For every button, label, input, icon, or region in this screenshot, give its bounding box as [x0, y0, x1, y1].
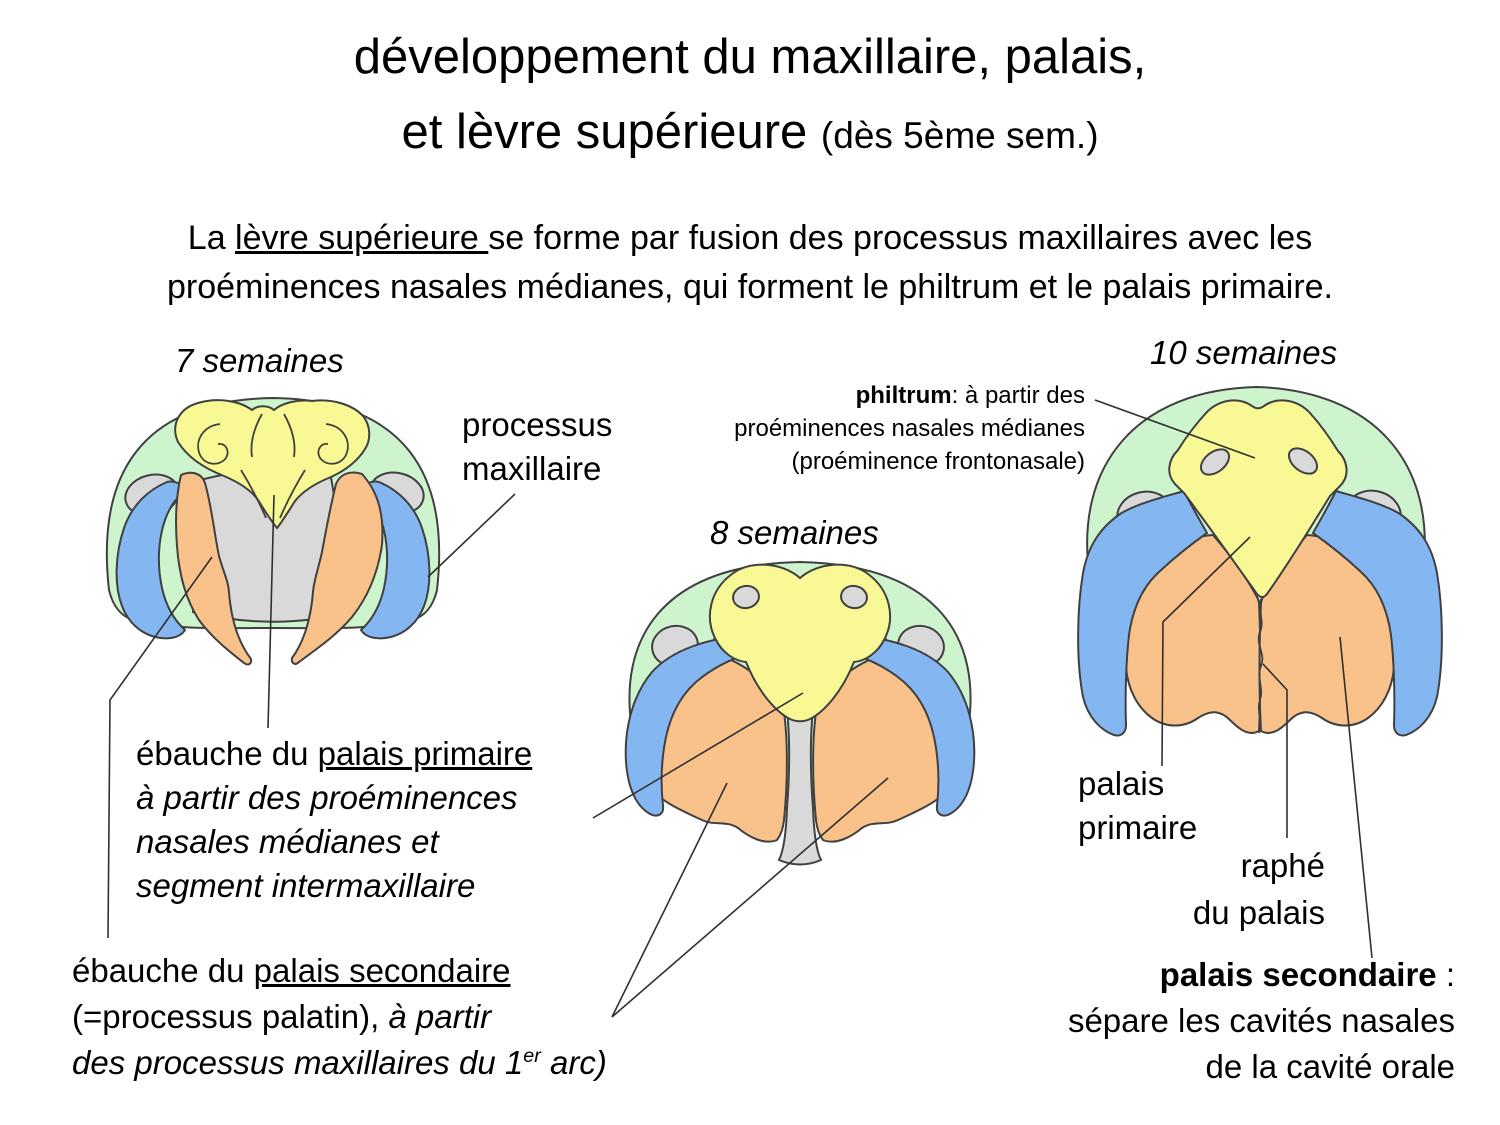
palatine-shelf-left-shape — [175, 471, 253, 666]
label-philtrum-l2: proéminences nasales médianes — [734, 415, 1085, 442]
prominence-crease-detail — [283, 413, 296, 458]
leader-palais-secondaire-10w — [1339, 636, 1373, 959]
stage-label-10-weeks: 10 semaines — [1150, 334, 1338, 371]
diagram-10-weeks — [1077, 385, 1443, 737]
maxillary-process-right-shape — [1311, 489, 1443, 737]
note-palais-secondaire-l1: palais secondaire : — [1068, 952, 1455, 998]
stage-label-8-weeks: 8 semaines — [710, 514, 879, 551]
note-ebauche-palais-secondaire-l2: (=processus palatin), à partir — [72, 994, 607, 1040]
note-palais-secondaire: palais secondaire : sépare les cavités n… — [1068, 952, 1455, 1090]
note-text-underlined: palais secondaire — [253, 952, 511, 989]
label-raphe-du-palais: raphé du palais — [1193, 842, 1325, 936]
leader-palais-primaire-8w — [592, 692, 804, 819]
label-raphe-l2: du palais — [1192, 894, 1325, 931]
label-philtrum-term: philtrum — [855, 382, 952, 409]
nostril-pit-shape — [732, 584, 760, 610]
intro-text: La — [187, 219, 236, 257]
diagram-8-weeks — [624, 560, 976, 866]
label-palais-primaire-l1: palais — [1078, 765, 1165, 802]
label-processus-maxillaire: processus maxillaire — [462, 403, 612, 491]
intro-text: se forme par fusion des processus maxill… — [488, 219, 1313, 257]
leader-palais-primaire-10w — [1161, 536, 1251, 767]
note-palais-secondaire-l2: sépare les cavités nasales — [1067, 1002, 1455, 1039]
note-text: ébauche du — [136, 735, 318, 772]
maxillary-process-left-shape — [624, 634, 750, 817]
leader-palais-primaire-7w — [267, 494, 275, 729]
slide-title-line2: et lèvre supérieure (dès 5ème sem.) — [0, 95, 1500, 173]
note-text-italic: arc) — [540, 1044, 607, 1081]
label-processus-maxillaire-l1: processus — [462, 406, 613, 443]
nostril-curl-detail — [317, 423, 349, 465]
label-palais-primaire: palais primaire — [1078, 762, 1197, 850]
maxillary-process-left-shape — [1077, 489, 1209, 737]
label-processus-maxillaire-l2: maxillaire — [462, 450, 602, 487]
intro-text-underlined: lèvre supérieure — [235, 219, 489, 257]
prominence-crease-detail — [240, 469, 267, 519]
note-text-italic: à partir — [388, 998, 492, 1035]
slide-title-line2-paren: (dès 5ème sem.) — [820, 115, 1099, 156]
slide-title-line2-main: et lèvre supérieure — [401, 105, 821, 159]
note-ebauche-palais-primaire-l3: nasales médianes et — [136, 823, 439, 860]
label-philtrum: philtrum: à partir des proéminences nasa… — [734, 379, 1085, 478]
maxillary-process-right-shape — [850, 634, 976, 817]
leader-palais-secondaire-8w-right — [611, 777, 889, 1018]
note-text: (=processus palatin), — [72, 998, 389, 1035]
label-philtrum-l1-rest: : à partir des — [951, 382, 1085, 409]
label-palais-primaire-l2: primaire — [1078, 809, 1198, 846]
note-text-underlined: palais primaire — [317, 735, 533, 772]
intro-paragraph: La lèvre supérieure se forme par fusion … — [0, 214, 1500, 312]
slide-title: développement du maxillaire, palais, et … — [0, 20, 1500, 173]
leader-palais-secondaire-7w — [107, 556, 213, 939]
annotation-leader-lines — [107, 399, 1373, 1018]
note-text: ébauche du — [72, 952, 254, 989]
leader-processus-maxillaire — [427, 493, 516, 578]
note-text-superscript: er — [523, 1045, 541, 1067]
nostril-pit-shape — [1287, 447, 1319, 475]
leader-philtrum — [1094, 399, 1256, 459]
note-ebauche-palais-secondaire: ébauche du palais secondaire (=processus… — [72, 948, 607, 1086]
note-ebauche-palais-primaire: ébauche du palais primaire à partir des … — [136, 732, 532, 908]
label-philtrum-l3: (proéminence frontonasale) — [791, 448, 1086, 475]
note-text: : — [1436, 956, 1455, 993]
note-ebauche-palais-primaire-l2: à partir des proéminences — [136, 779, 518, 816]
slide-title-line1: développement du maxillaire, palais, — [353, 30, 1147, 84]
note-ebauche-palais-secondaire-l1: ébauche du palais secondaire — [72, 948, 607, 994]
prominence-crease-detail — [250, 413, 263, 458]
nostril-pit-shape — [1199, 448, 1231, 476]
note-ebauche-palais-primaire-l4: segment intermaxillaire — [136, 867, 476, 904]
note-ebauche-palais-primaire-l1: ébauche du palais primaire — [136, 732, 532, 776]
intro-text-line2: proéminences nasales médianes, qui forme… — [166, 268, 1333, 306]
note-text-italic: des processus maxillaires du 1 — [72, 1044, 524, 1081]
palatine-shelf-right-shape — [290, 471, 384, 665]
diagram-7-weeks — [105, 396, 441, 666]
stage-label-7-weeks: 7 semaines — [175, 342, 344, 379]
nostril-curl-detail — [197, 423, 229, 465]
label-raphe-l1: raphé — [1240, 847, 1325, 884]
leader-raphe — [1262, 663, 1288, 838]
prominence-crease-detail — [279, 469, 306, 519]
palatal-raphe-line — [1257, 598, 1264, 734]
leader-palais-secondaire-8w-left — [611, 782, 728, 1018]
note-ebauche-palais-secondaire-l3: des processus maxillaires du 1er arc) — [72, 1040, 607, 1086]
note-palais-secondaire-l3: de la cavité orale — [1205, 1048, 1455, 1085]
note-palais-secondaire-term: palais secondaire — [1159, 956, 1437, 993]
label-philtrum-l1: philtrum: à partir des — [734, 379, 1085, 412]
nostril-pit-shape — [840, 584, 868, 610]
